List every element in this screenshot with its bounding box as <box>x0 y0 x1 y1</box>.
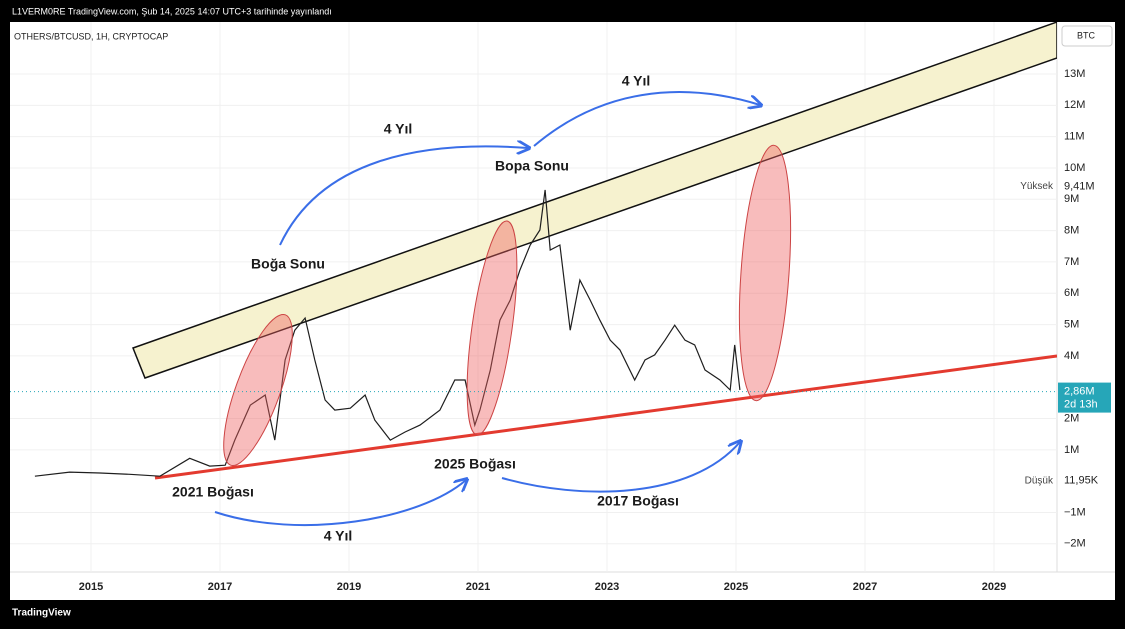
price-tag <box>1058 382 1111 413</box>
y-tick-label: 2M <box>1064 412 1079 424</box>
support-line <box>154 354 1057 480</box>
currency-button[interactable] <box>1061 25 1113 47</box>
arrow <box>501 442 740 493</box>
y-tick-label: 9M <box>1064 193 1079 205</box>
y-tick-label: 5M <box>1064 318 1079 330</box>
annotation: 4 Yıl <box>324 528 353 544</box>
brand: TradingView <box>12 608 71 619</box>
y-tick-label: −1M <box>1064 506 1086 518</box>
highlight-ellipse <box>223 313 293 467</box>
annotation: 4 Yıl <box>384 121 413 137</box>
y-tick-label: −2M <box>1064 538 1086 550</box>
price-tag-name: Yüksek <box>1020 181 1054 192</box>
channel <box>132 22 1057 379</box>
price-tag-name: 2d 13h <box>1064 398 1098 410</box>
y-tick-label: 12M <box>1064 99 1085 111</box>
x-tick-label: 2017 <box>208 581 232 593</box>
annotation: 2025 Boğası <box>434 456 516 472</box>
annotation: 2021 Boğası <box>172 484 254 500</box>
y-tick-label: 4M <box>1064 350 1079 362</box>
highlight-ellipse <box>466 220 518 436</box>
arrow <box>533 91 760 147</box>
x-tick-label: 2021 <box>466 581 490 593</box>
annotation: Boğa Sonu <box>251 256 325 272</box>
price-tag-value: 9,41M <box>1064 180 1095 192</box>
y-tick-label: 13M <box>1064 68 1085 80</box>
publisher: L1VERM0RE TradingView.com, Şub 14, 2025 … <box>12 6 332 16</box>
x-tick-label: 2023 <box>595 581 619 593</box>
price-line <box>34 189 741 477</box>
y-tick-label: 8M <box>1064 225 1079 237</box>
arrow <box>214 480 466 526</box>
price-tag <box>1058 472 1111 489</box>
y-tick-label: 11M <box>1064 131 1085 143</box>
currency[interactable]: BTC <box>1077 30 1096 40</box>
y-tick-label: 1M <box>1064 444 1079 456</box>
x-tick-label: 2025 <box>724 581 748 593</box>
price-tag-value: 11,95K <box>1064 475 1099 487</box>
x-tick-label: 2029 <box>982 581 1006 593</box>
arrow <box>279 146 528 246</box>
annotation: 4 Yıl <box>622 73 651 89</box>
annotation: Bopa Sonu <box>495 158 569 174</box>
y-tick-label: 7M <box>1064 256 1079 268</box>
annotation: 2017 Boğası <box>597 493 679 509</box>
price-tag <box>1058 178 1111 195</box>
highlight-ellipse <box>738 144 792 402</box>
y-tick-label: 6M <box>1064 287 1079 299</box>
x-tick-label: 2019 <box>337 581 361 593</box>
y-tick-label: 10M <box>1064 162 1085 174</box>
x-tick-label: 2027 <box>853 581 877 593</box>
x-tick-label: 2015 <box>79 581 103 593</box>
symbol-title: OTHERS/BTCUSD, 1H, CRYPTOCAP <box>14 31 168 41</box>
chart-panel <box>10 22 1115 600</box>
price-tag-name: Düşük <box>1025 475 1054 486</box>
price-tag-value: 2,86M <box>1064 385 1095 397</box>
